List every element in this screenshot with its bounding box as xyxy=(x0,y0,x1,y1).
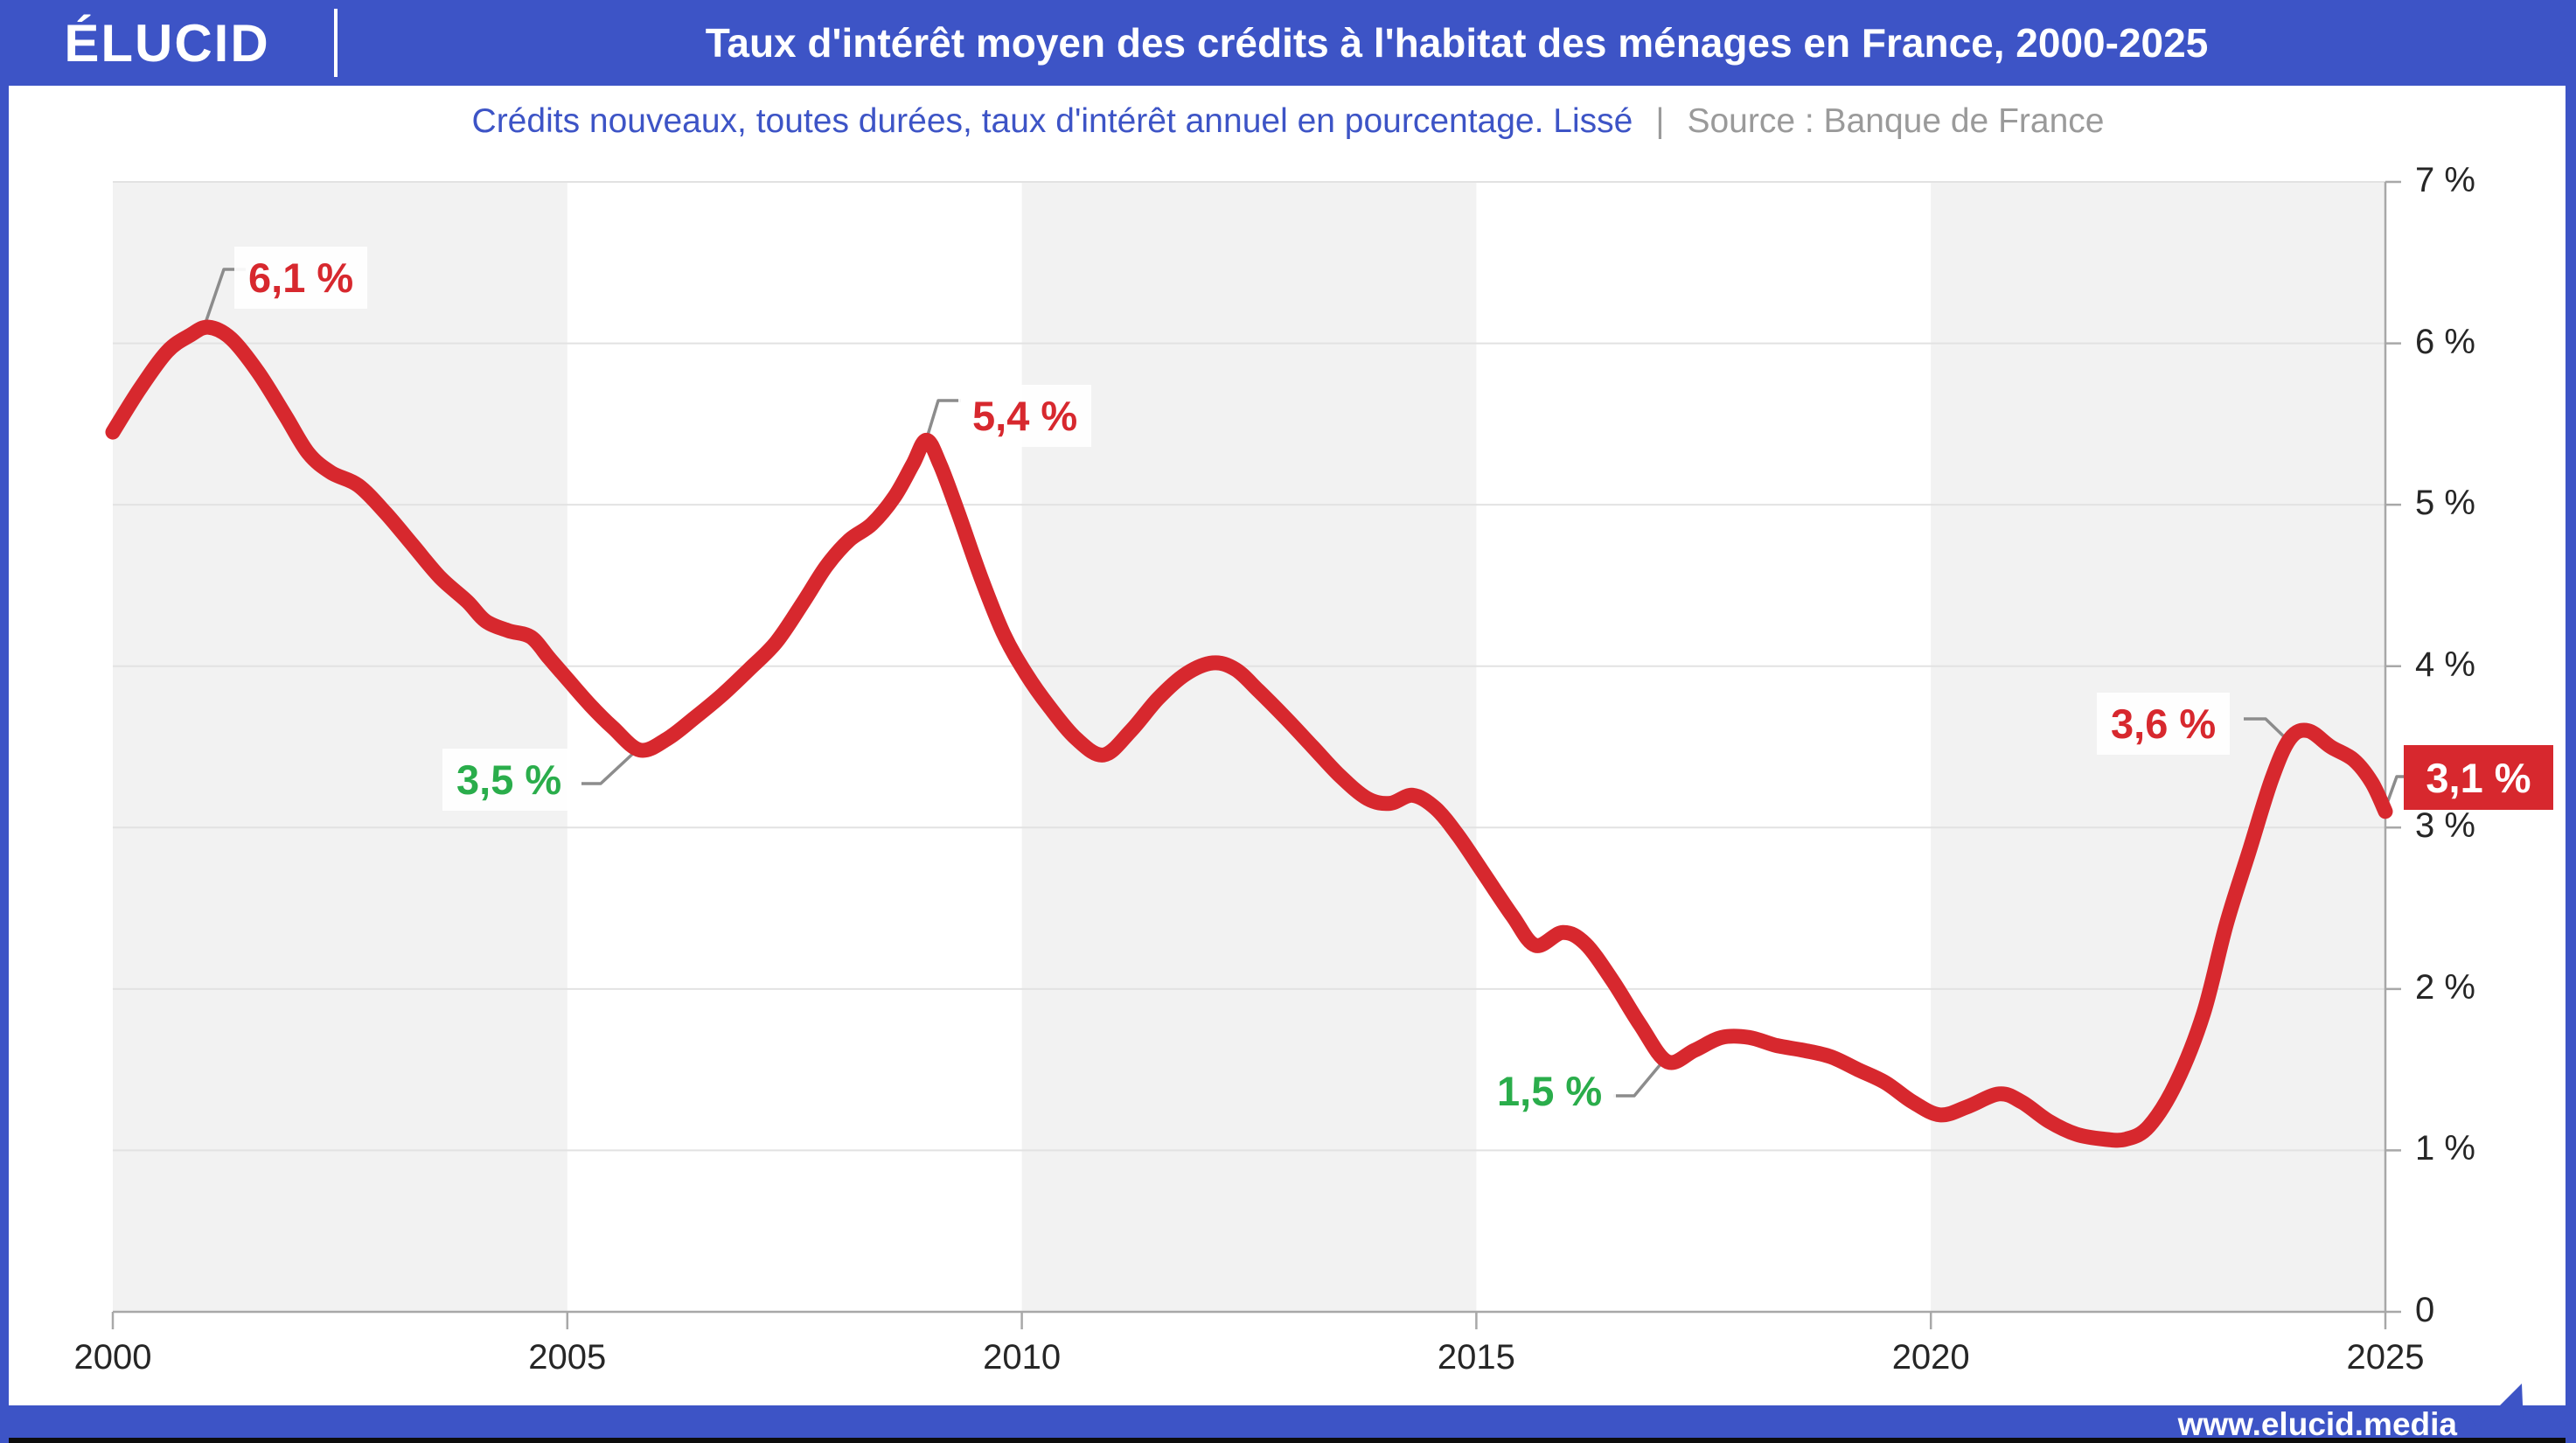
subtitle-row: Crédits nouveaux, toutes durées, taux d'… xyxy=(0,91,2576,152)
line-chart xyxy=(105,180,2405,1329)
elucid-logo: ÉLUCID xyxy=(0,13,334,73)
y-tick-label: 1 % xyxy=(2415,1129,2475,1168)
footer-url: www.elucid.media xyxy=(2177,1406,2457,1442)
y-tick-label: 5 % xyxy=(2415,484,2475,523)
subtitle-separator: | xyxy=(1655,102,1665,140)
x-tick-label: 2005 xyxy=(528,1338,607,1377)
page-title: Taux d'intérêt moyen des crédits à l'hab… xyxy=(705,20,2209,66)
header-divider xyxy=(334,9,338,77)
current-value-badge: 3,1 % xyxy=(2404,745,2553,810)
x-tick-label: 2020 xyxy=(1891,1338,1970,1377)
y-tick-label: 0 xyxy=(2415,1291,2435,1329)
y-tick-label: 2 % xyxy=(2415,967,2475,1007)
annotation-peak-2008: 5,4 % xyxy=(958,385,1092,447)
x-tick-label: 2010 xyxy=(983,1338,1062,1377)
annotation-trough-2017: 1,5 % xyxy=(1483,1060,1617,1122)
annotation-trough-2005: 3,5 % xyxy=(442,749,576,811)
chart-plot-area xyxy=(105,180,2405,1329)
y-tick-label: 3 % xyxy=(2415,806,2475,846)
y-tick-label: 4 % xyxy=(2415,645,2475,684)
elucid-flag-icon xyxy=(2466,1384,2524,1426)
y-tick-label: 7 % xyxy=(2415,161,2475,199)
footer-bar xyxy=(0,1405,2576,1439)
x-tick-label: 2025 xyxy=(2346,1338,2425,1377)
x-tick-label: 2000 xyxy=(73,1338,152,1377)
bottom-edge-strip xyxy=(0,1438,2576,1443)
left-border xyxy=(0,0,9,1443)
annotation-peak-2024: 3,6 % xyxy=(2097,693,2231,755)
x-tick-label: 2015 xyxy=(1437,1338,1515,1377)
y-tick-label: 6 % xyxy=(2415,322,2475,361)
annotation-peak-2001: 6,1 % xyxy=(234,247,368,309)
source-credit: Source : Banque de France xyxy=(1687,102,2105,140)
elucid-logo-text: ÉLUCID xyxy=(64,13,270,73)
chart-subtitle: Crédits nouveaux, toutes durées, taux d'… xyxy=(471,102,1633,140)
header-bar: ÉLUCID Taux d'intérêt moyen des crédits … xyxy=(0,0,2576,86)
right-border xyxy=(2566,0,2576,1443)
